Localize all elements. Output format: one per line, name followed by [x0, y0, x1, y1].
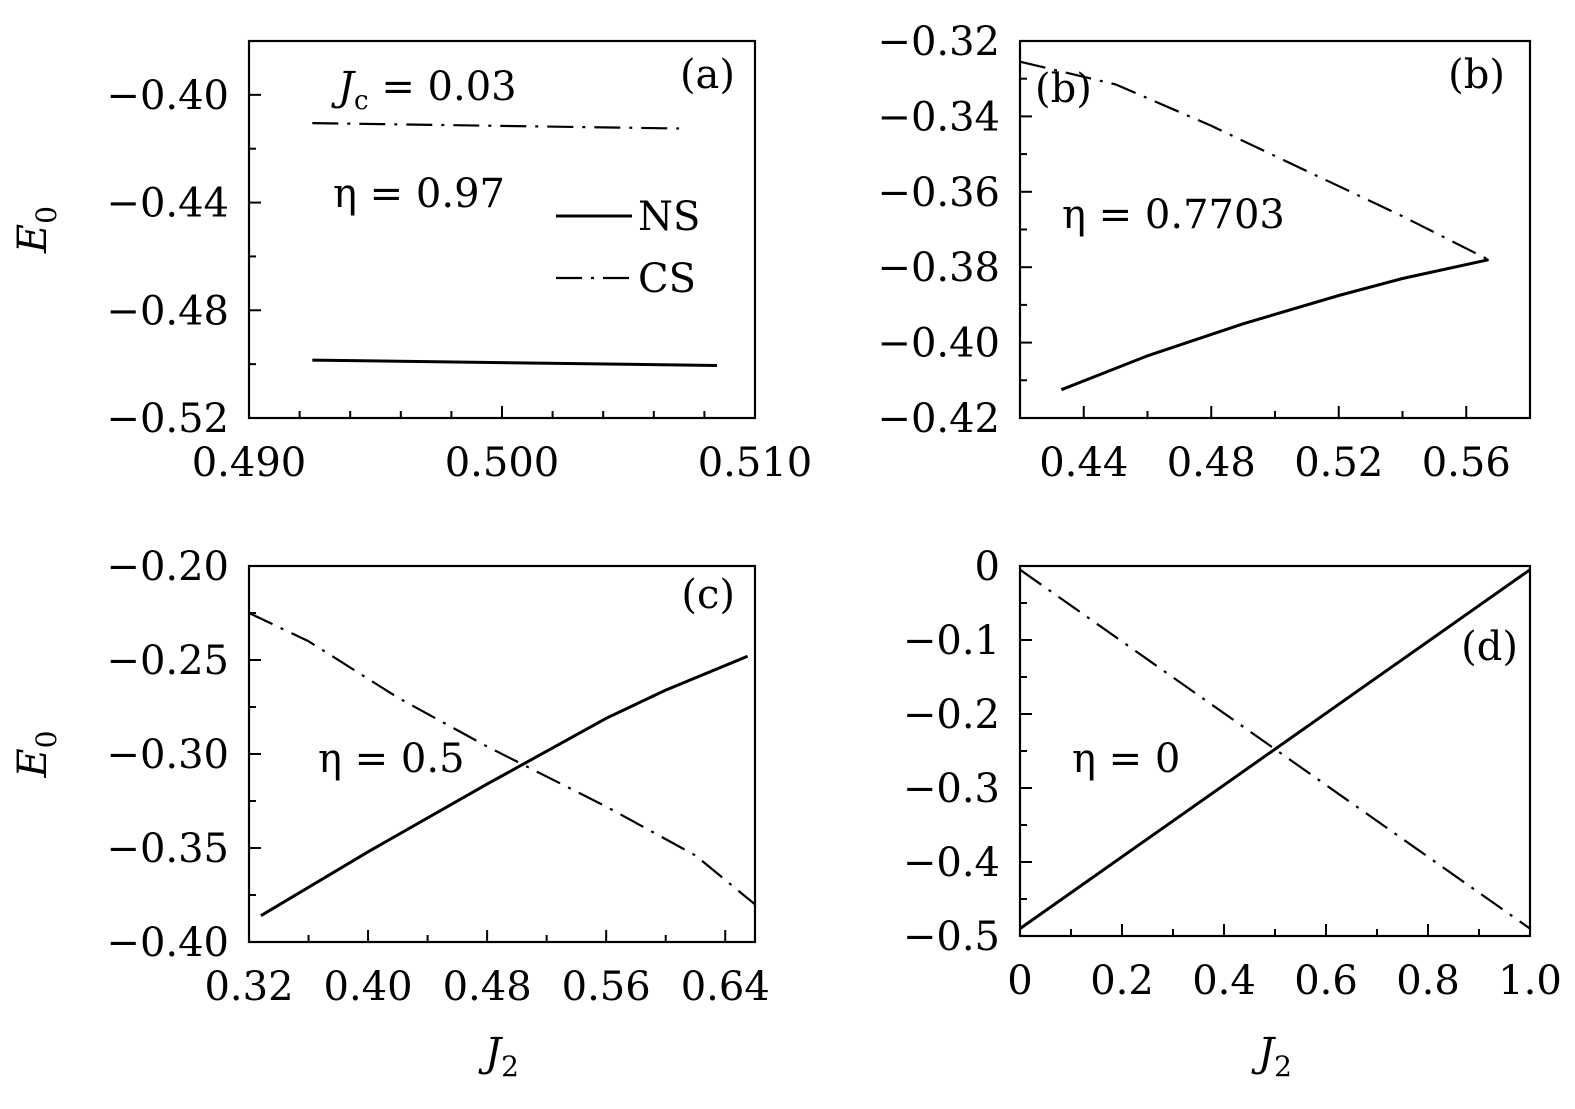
y-tick-label: −0.48 — [106, 288, 229, 334]
series-line-cs — [312, 122, 680, 130]
y-tick-label: −0.32 — [877, 19, 1000, 65]
legend-label: NS — [638, 194, 700, 240]
panel-b: 0.44 0.48 0.52 0.56 −0.42 −0.40 −0.38 −0.36 −0.3… — [877, 19, 1532, 486]
y-tick-label: −0.25 — [106, 638, 229, 684]
x-tick-label: 0.56 — [562, 964, 651, 1010]
y-tick-label: −0.1 — [903, 618, 1000, 664]
y-tick-label: −0.40 — [877, 321, 1000, 367]
y-axis-title: E0 — [10, 730, 63, 778]
series-line-ns — [1019, 568, 1531, 930]
y-tick-label: −0.34 — [877, 94, 1000, 140]
y-tick-label: −0.40 — [106, 920, 229, 966]
panel-a: 0.490 0.500 0.510 −0.52 −0.48 −0.44 −0.40 (a) Jc… — [10, 39, 813, 486]
annotation: η = 0.5 — [318, 736, 465, 782]
series-line-ns — [312, 358, 718, 367]
y-tick-label: −0.52 — [106, 396, 229, 442]
series-line-ns — [1060, 258, 1489, 392]
x-tick-label: 0.510 — [698, 440, 813, 486]
x-tick-label: 1.0 — [1498, 958, 1562, 1004]
y-tick-label: −0.36 — [877, 170, 1000, 216]
annotation: η = 0 — [1072, 736, 1180, 782]
panel-d: 0 0.2 0.4 0.6 0.8 1.0 −0.5 −0.4 −0.3 −0.2 −0.1 0 (d)… — [903, 544, 1562, 1083]
x-tick-label: 0.44 — [1039, 440, 1128, 486]
series-line-cs — [1019, 60, 1490, 261]
y-tick-label: −0.44 — [106, 181, 229, 227]
y-tick-label: −0.5 — [903, 914, 1000, 960]
y-tick-label: −0.35 — [106, 826, 229, 872]
x-tick-label: 0.2 — [1090, 958, 1154, 1004]
y-tick-label: −0.30 — [106, 732, 229, 778]
panel-tag-secondary: (b) — [1035, 66, 1092, 112]
y-tick-label: 0 — [975, 544, 1000, 590]
panel-tag: (a) — [680, 52, 735, 98]
y-axis-title: E0 — [10, 206, 63, 254]
panel-c: 0.32 0.40 0.48 0.56 0.64 −0.40 −0.35 −0.30 −0.25… — [10, 544, 770, 1083]
x-tick-label: 0 — [1007, 958, 1032, 1004]
series-line-ns — [260, 654, 749, 917]
x-tick-label: 0.48 — [1167, 440, 1256, 486]
panel-tag: (b) — [1448, 52, 1505, 98]
x-tick-label: 0.56 — [1422, 440, 1511, 486]
x-tick-label: 0.6 — [1294, 958, 1358, 1004]
legend-label: CS — [638, 256, 696, 302]
x-tick-label: 0.4 — [1192, 958, 1256, 1004]
annotation: η = 0.97 — [333, 171, 505, 217]
panel-tag: (c) — [681, 572, 735, 618]
panel-tag: (d) — [1461, 624, 1518, 670]
y-tick-label: −0.4 — [903, 840, 1000, 886]
y-tick-label: −0.40 — [106, 73, 229, 119]
x-tick-label: 0.500 — [445, 440, 560, 486]
annotation: Jc = 0.03 — [331, 64, 517, 116]
x-tick-label: 0.490 — [192, 440, 307, 486]
series-line-cs — [248, 612, 756, 906]
x-tick-label: 0.8 — [1396, 958, 1460, 1004]
x-tick-label: 0.48 — [443, 964, 532, 1010]
series-line-cs — [1019, 568, 1531, 930]
y-tick-label: −0.42 — [877, 396, 1000, 442]
y-tick-label: −0.38 — [877, 245, 1000, 291]
x-tick-label: 0.40 — [324, 964, 413, 1010]
y-tick-label: −0.2 — [903, 692, 1000, 738]
y-tick-label: −0.20 — [106, 544, 229, 590]
annotation: η = 0.7703 — [1062, 192, 1285, 238]
x-tick-label: 0.52 — [1294, 440, 1383, 486]
y-tick-label: −0.3 — [903, 766, 1000, 812]
x-tick-label: 0.32 — [204, 964, 293, 1010]
x-axis-title: J2 — [1251, 1030, 1292, 1083]
x-tick-label: 0.64 — [681, 964, 770, 1010]
x-axis-title: J2 — [478, 1030, 519, 1083]
